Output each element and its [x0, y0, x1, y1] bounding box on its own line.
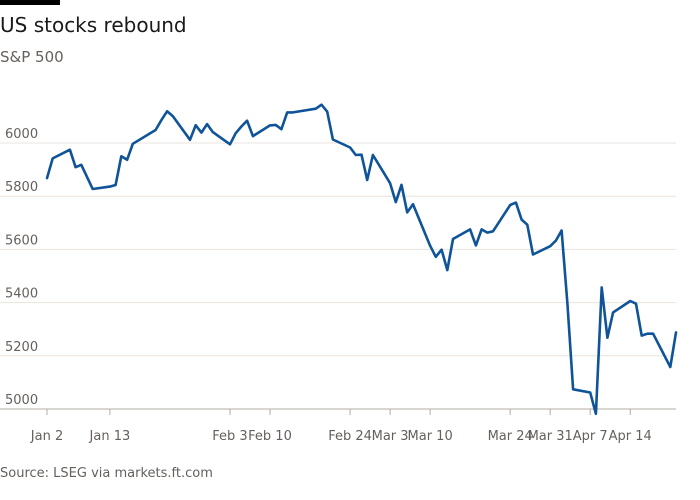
chart-subtitle: S&P 500 — [0, 48, 64, 66]
y-tick-label-6000: 6000 — [5, 127, 38, 142]
x-tick-label: Apr 7 — [573, 429, 608, 444]
series-layer — [45, 103, 678, 416]
x-tick-label: Mar 10 — [408, 429, 453, 444]
x-tick-label: Mar 3 — [372, 429, 409, 444]
y-tick-label-5800: 5800 — [5, 180, 38, 195]
x-tick-label: Mar 31 — [528, 429, 573, 444]
top-accent-bar — [0, 0, 60, 5]
x-tick-label: Jan 2 — [30, 429, 63, 444]
y-tick-label-5000: 5000 — [5, 393, 38, 408]
x-tick-label: Feb 3 — [212, 429, 247, 444]
gridlines — [0, 142, 676, 410]
y-tick-label-5200: 5200 — [5, 340, 38, 355]
series-line-sp500 — [45, 103, 678, 416]
source-note: Source: LSEG via markets.ft.com — [0, 466, 213, 481]
x-tick-label: Feb 10 — [248, 429, 292, 444]
x-tick-label: Jan 13 — [89, 429, 131, 444]
y-axis-ticks: 5000 5200 5400 5600 5800 6000 — [5, 127, 38, 408]
x-tick-label: Mar 24 — [488, 429, 533, 444]
chart-title: US stocks rebound — [0, 13, 187, 37]
y-tick-label-5400: 5400 — [5, 287, 38, 302]
x-tick-label: Apr 14 — [609, 429, 652, 444]
y-tick-label-5600: 5600 — [5, 233, 38, 248]
x-tick-label: Feb 24 — [328, 429, 372, 444]
line-chart: 5000 5200 5400 5600 5800 6000 Jan 2 Jan 13 Feb … — [0, 103, 678, 444]
